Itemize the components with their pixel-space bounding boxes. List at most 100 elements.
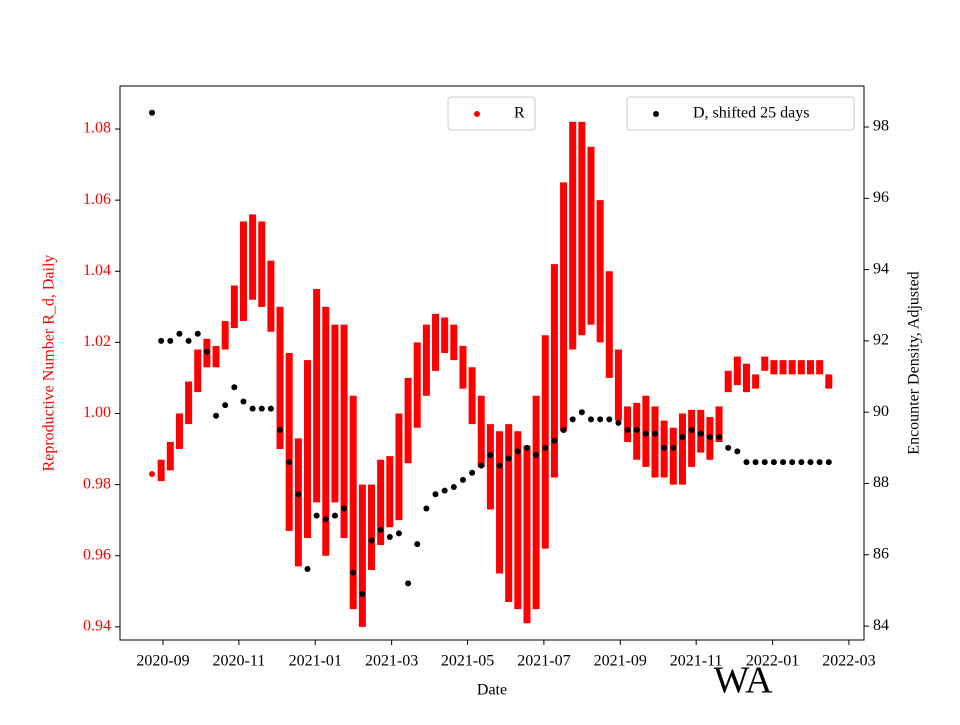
point <box>816 459 823 466</box>
x-tick-label: 2022-03 <box>822 653 875 670</box>
point <box>286 438 293 445</box>
x-tick-label: 2022-01 <box>746 653 799 670</box>
point <box>761 459 768 466</box>
point <box>386 533 393 540</box>
point <box>505 510 512 517</box>
point <box>670 453 677 460</box>
point <box>322 516 329 523</box>
point <box>377 526 384 533</box>
point <box>505 455 512 462</box>
point <box>286 459 293 466</box>
y2-axis-label: Encounter Density, Adjusted <box>906 271 923 454</box>
point <box>185 399 192 406</box>
point <box>588 416 595 423</box>
point <box>377 499 384 506</box>
point <box>688 435 695 442</box>
point <box>615 419 622 426</box>
point <box>542 444 549 451</box>
point <box>679 434 686 441</box>
y2-tick-label: 84 <box>873 617 889 634</box>
point <box>441 487 448 494</box>
y2-tick-label: 98 <box>873 118 889 135</box>
y-axis-label: Reproductive Number R_d, Daily <box>41 255 58 472</box>
point <box>277 427 284 434</box>
point <box>469 469 476 476</box>
point <box>780 459 787 466</box>
point <box>542 438 549 445</box>
point <box>761 360 768 367</box>
point <box>661 444 668 451</box>
point <box>578 225 585 232</box>
point <box>514 448 521 455</box>
point <box>789 459 796 466</box>
point <box>322 428 329 435</box>
y2-tick-label: 88 <box>873 474 889 491</box>
point <box>350 569 357 576</box>
point <box>770 459 777 466</box>
point <box>642 430 649 437</box>
point <box>752 378 759 385</box>
point <box>277 374 284 381</box>
point <box>459 364 466 371</box>
point <box>743 374 750 381</box>
x-axis-label: Date <box>477 682 507 699</box>
point <box>222 402 229 409</box>
point <box>670 444 677 451</box>
point <box>341 428 348 435</box>
point <box>267 293 274 300</box>
point <box>341 505 348 512</box>
legend-label: R <box>514 105 525 122</box>
point <box>331 410 338 417</box>
legend-d: D, shifted 25 days <box>626 96 855 131</box>
point <box>706 434 713 441</box>
point <box>560 427 567 434</box>
point <box>496 499 503 506</box>
y-tick-label: 0.96 <box>83 546 111 563</box>
point <box>816 364 823 371</box>
point <box>350 499 357 506</box>
point <box>789 364 796 371</box>
point <box>203 348 210 355</box>
point <box>725 378 732 385</box>
point <box>450 339 457 346</box>
point <box>523 444 530 451</box>
point <box>405 417 412 424</box>
point <box>597 268 604 275</box>
point <box>185 337 192 344</box>
point <box>652 430 659 437</box>
point <box>450 484 457 491</box>
point <box>249 254 256 261</box>
x-tick-label: 2021-01 <box>289 653 342 670</box>
point <box>606 416 613 423</box>
point <box>533 451 540 458</box>
point <box>551 367 558 374</box>
point <box>770 364 777 371</box>
point <box>725 444 732 451</box>
point <box>167 453 174 460</box>
point <box>158 467 165 474</box>
point <box>395 530 402 537</box>
point <box>487 451 494 458</box>
point <box>368 537 375 544</box>
point <box>176 330 183 337</box>
point <box>158 337 165 344</box>
point <box>716 421 723 428</box>
point <box>533 499 540 506</box>
point <box>652 438 659 445</box>
point <box>386 488 393 495</box>
point <box>213 353 220 360</box>
point <box>149 470 156 477</box>
point <box>194 330 201 337</box>
point <box>624 427 631 434</box>
point <box>331 512 338 519</box>
x-tick-label: 2021-09 <box>594 653 647 670</box>
point <box>149 109 156 116</box>
x-tick-label: 2021-07 <box>517 653 570 670</box>
point <box>597 416 604 423</box>
point <box>569 416 576 423</box>
point <box>514 517 521 524</box>
point <box>560 303 567 310</box>
point <box>213 412 220 419</box>
point <box>304 446 311 453</box>
point <box>414 382 421 389</box>
